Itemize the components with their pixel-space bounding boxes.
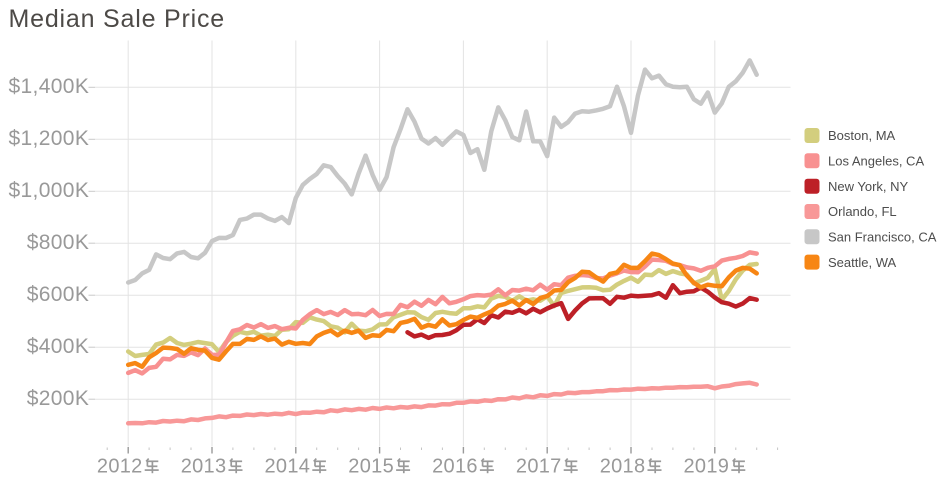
svg-text:2014: 2014 [265, 456, 311, 478]
svg-text:$200K: $200K [27, 387, 89, 410]
svg-text:2013: 2013 [181, 456, 227, 478]
svg-text:$1,400K: $1,400K [9, 75, 90, 98]
svg-text:Median Sale Price: Median Sale Price [9, 5, 225, 33]
svg-text:2015: 2015 [348, 456, 394, 478]
svg-text:2016: 2016 [432, 456, 478, 478]
svg-text:$800K: $800K [27, 231, 89, 254]
svg-text:2018: 2018 [600, 456, 646, 478]
svg-text:2019: 2019 [684, 456, 730, 478]
svg-text:Seattle, WA: Seattle, WA [828, 255, 896, 270]
svg-text:Boston, MA: Boston, MA [828, 128, 896, 143]
svg-text:$1,000K: $1,000K [9, 179, 90, 202]
svg-text:Los Angeles, CA: Los Angeles, CA [828, 154, 924, 169]
svg-text:San Francisco, CA: San Francisco, CA [828, 230, 937, 245]
svg-text:2017: 2017 [516, 456, 562, 478]
svg-text:$400K: $400K [27, 335, 89, 358]
svg-text:Orlando, FL: Orlando, FL [828, 204, 897, 219]
svg-text:New York, NY: New York, NY [828, 179, 909, 194]
svg-text:2012: 2012 [97, 456, 143, 478]
svg-text:$600K: $600K [27, 283, 89, 306]
svg-text:$1,200K: $1,200K [9, 127, 90, 150]
